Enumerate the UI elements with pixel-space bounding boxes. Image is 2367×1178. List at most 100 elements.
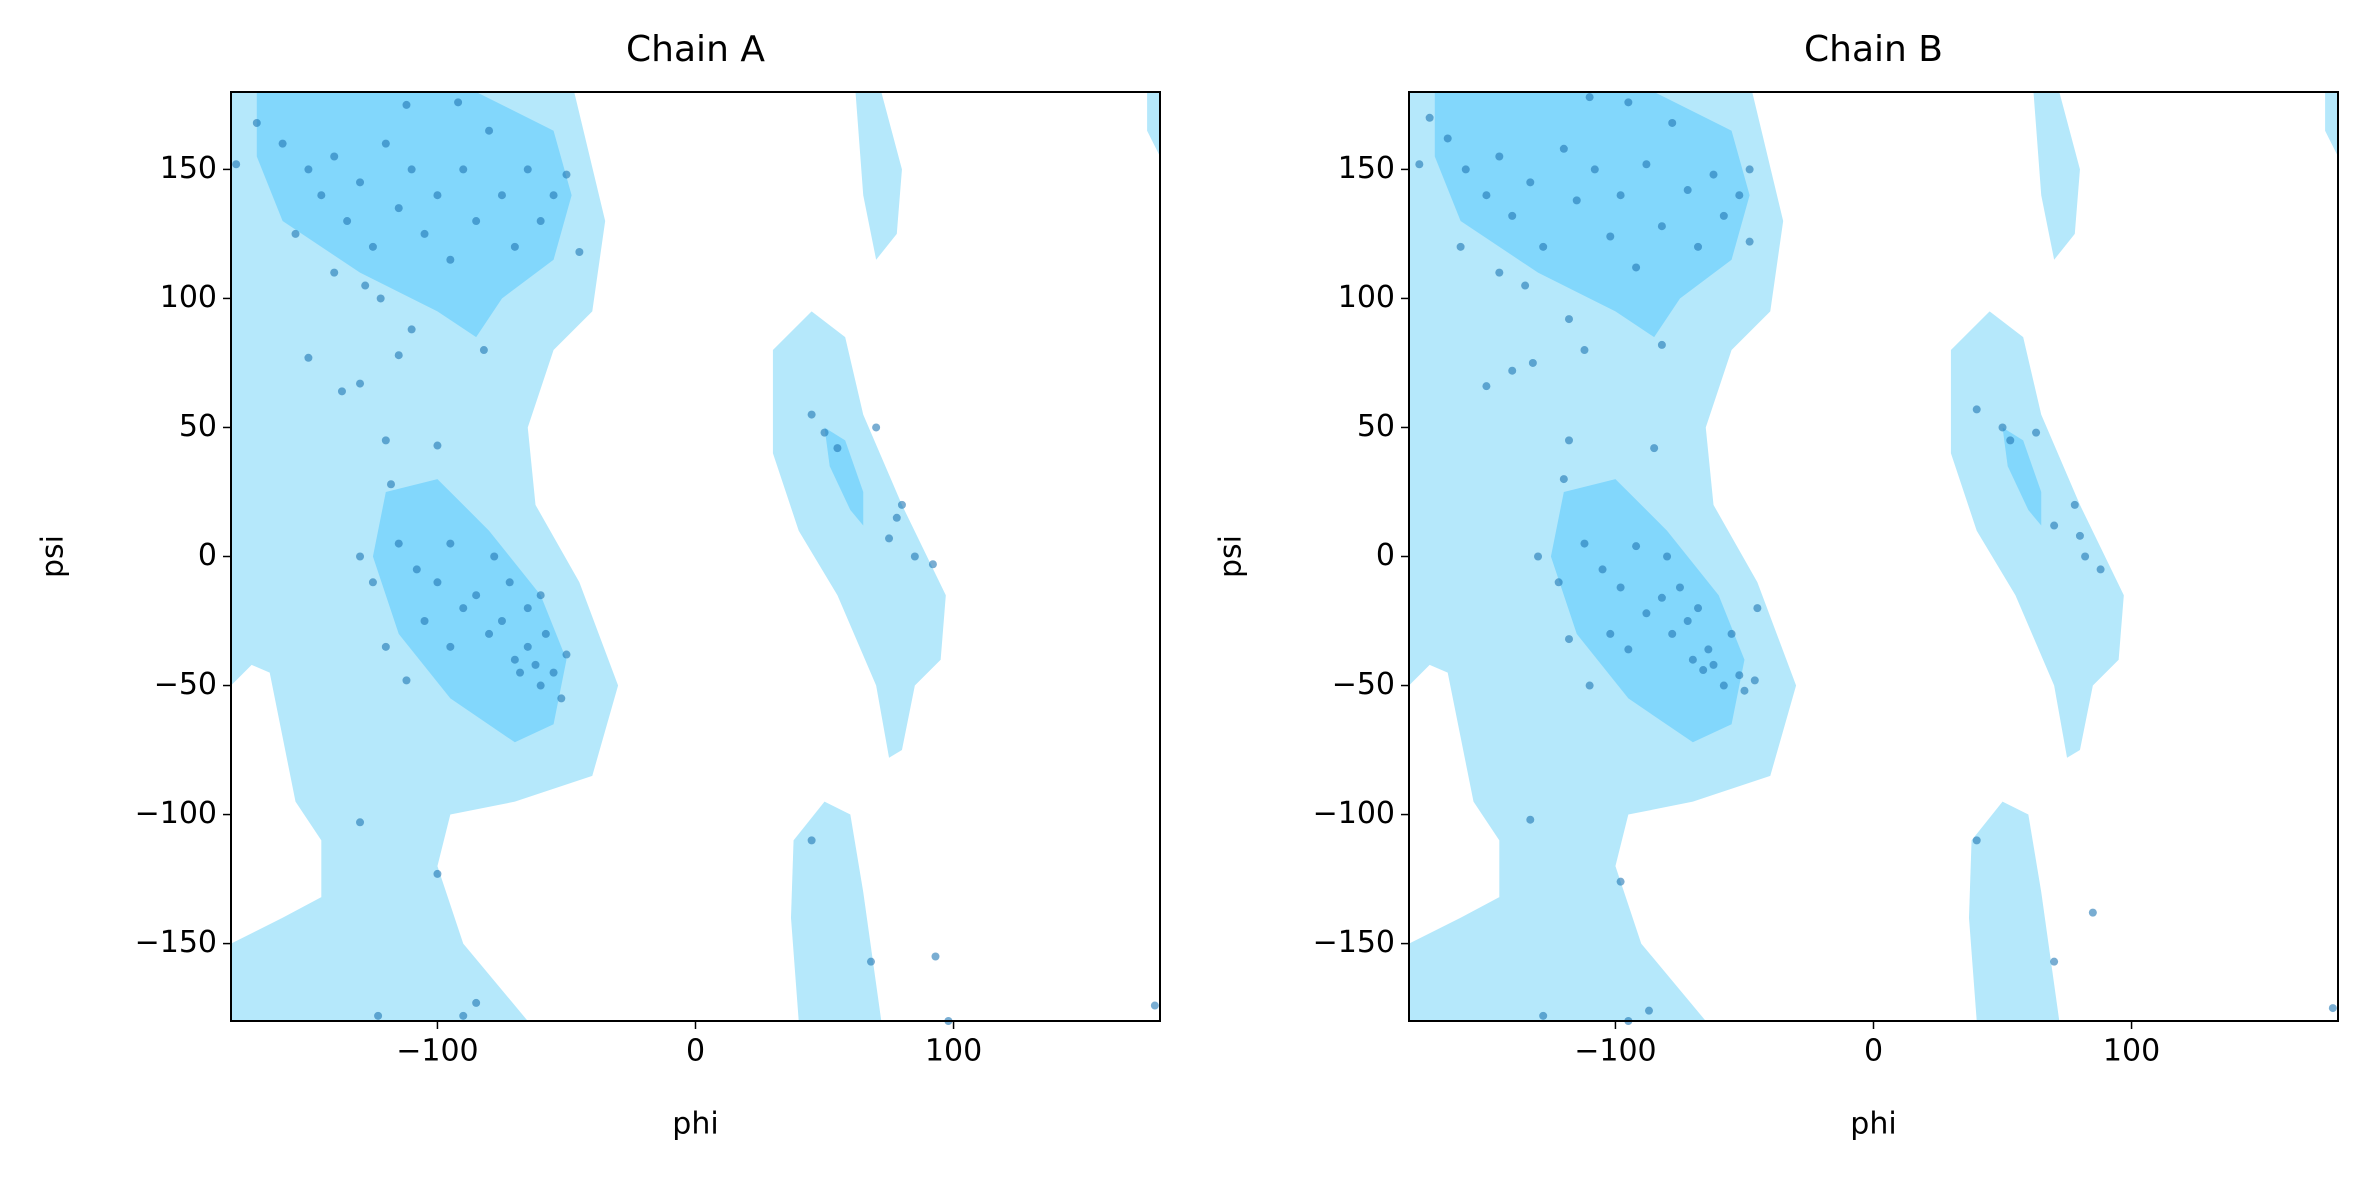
point xyxy=(304,165,313,174)
point xyxy=(433,869,442,878)
point xyxy=(833,444,842,453)
point xyxy=(1650,444,1659,453)
chart-title: Chain B xyxy=(1804,29,1943,70)
point xyxy=(892,513,901,522)
point xyxy=(1657,340,1666,349)
point xyxy=(454,98,463,107)
point xyxy=(252,118,261,127)
point xyxy=(485,126,494,135)
point xyxy=(1564,436,1573,445)
point xyxy=(807,410,816,419)
point xyxy=(1616,583,1625,592)
y-axis-label: psi xyxy=(1214,535,1249,578)
point xyxy=(1632,542,1641,551)
point xyxy=(1616,191,1625,200)
point xyxy=(1750,676,1759,685)
point xyxy=(394,539,403,548)
point xyxy=(1539,242,1548,251)
point xyxy=(2075,531,2084,540)
point xyxy=(356,379,365,388)
point xyxy=(1657,593,1666,602)
point xyxy=(446,255,455,264)
point xyxy=(472,591,481,600)
y-tick-label: −150 xyxy=(1313,925,1395,960)
point xyxy=(516,668,525,677)
point xyxy=(562,650,571,659)
point xyxy=(356,178,365,187)
point xyxy=(1683,186,1692,195)
point xyxy=(1699,666,1708,675)
point xyxy=(1606,629,1615,638)
point xyxy=(2088,908,2097,917)
x-tick-label: −100 xyxy=(396,1034,478,1069)
point xyxy=(485,629,494,638)
point xyxy=(459,165,468,174)
point xyxy=(1745,165,1754,174)
point xyxy=(1150,1001,1159,1010)
point xyxy=(1616,877,1625,886)
x-tick-label: 0 xyxy=(686,1034,705,1069)
point xyxy=(510,655,519,664)
point xyxy=(505,578,514,587)
point xyxy=(2032,428,2041,437)
point xyxy=(557,694,566,703)
point xyxy=(1745,237,1754,246)
point xyxy=(1632,263,1641,272)
point xyxy=(459,1011,468,1020)
point xyxy=(420,617,429,626)
y-tick-label: 0 xyxy=(1376,538,1395,573)
y-tick-label: 100 xyxy=(1338,280,1395,315)
y-tick-label: 50 xyxy=(179,409,217,444)
y-axis-label: psi xyxy=(36,535,71,578)
point xyxy=(361,281,370,290)
point xyxy=(2050,521,2059,530)
regions-a xyxy=(231,92,1160,1021)
point xyxy=(2096,565,2105,574)
point xyxy=(541,629,550,638)
point xyxy=(1534,552,1543,561)
point xyxy=(381,139,390,148)
x-tick-label: 100 xyxy=(925,1034,982,1069)
point xyxy=(1642,160,1651,169)
point xyxy=(386,480,395,489)
x-axis-label: phi xyxy=(1850,1107,1896,1142)
point xyxy=(368,578,377,587)
y-tick-label: 150 xyxy=(160,151,217,186)
point xyxy=(1663,552,1672,561)
point xyxy=(1415,160,1424,169)
point xyxy=(872,423,881,432)
x-tick-label: 0 xyxy=(1864,1034,1883,1069)
point xyxy=(394,204,403,213)
point xyxy=(866,957,875,966)
point xyxy=(1590,165,1599,174)
point xyxy=(1456,242,1465,251)
point xyxy=(1606,232,1615,241)
point xyxy=(1704,645,1713,654)
point xyxy=(420,229,429,238)
point xyxy=(1709,660,1718,669)
x-tick-label: −100 xyxy=(1574,1034,1656,1069)
point xyxy=(1624,98,1633,107)
x-axis-label: phi xyxy=(672,1107,718,1142)
regions-b xyxy=(1409,92,2338,1021)
point xyxy=(1443,134,1452,143)
point xyxy=(1580,539,1589,548)
point xyxy=(1998,423,2007,432)
point xyxy=(232,160,241,169)
point xyxy=(490,552,499,561)
point xyxy=(1642,609,1651,618)
point xyxy=(1580,346,1589,355)
point xyxy=(928,560,937,569)
point xyxy=(1727,629,1736,638)
point xyxy=(1508,366,1517,375)
y-tick-label: 0 xyxy=(198,538,217,573)
point xyxy=(523,642,532,651)
point xyxy=(549,668,558,677)
point xyxy=(1554,578,1563,587)
point xyxy=(2050,957,2059,966)
point xyxy=(1683,617,1692,626)
point xyxy=(1528,358,1537,367)
point xyxy=(1508,211,1517,220)
point xyxy=(536,217,545,226)
point xyxy=(1719,681,1728,690)
